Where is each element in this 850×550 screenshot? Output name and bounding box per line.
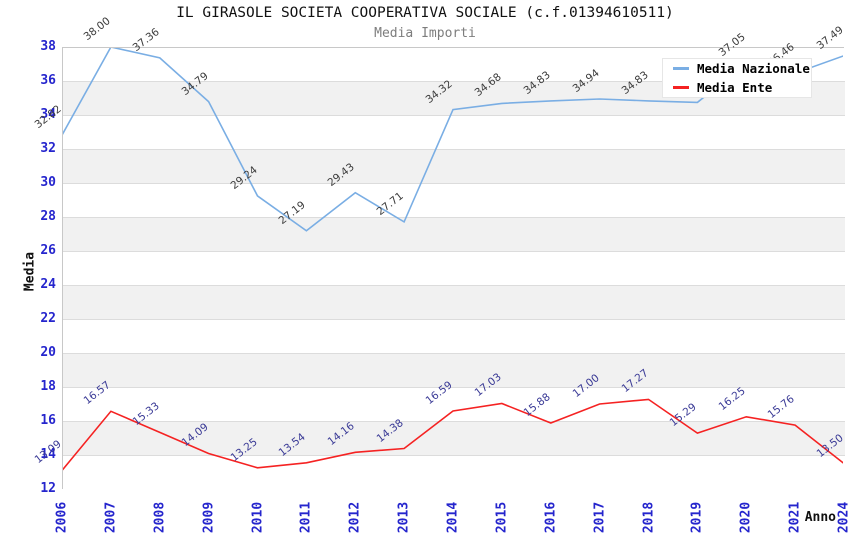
x-tick-label: 2013: [396, 501, 412, 534]
y-tick-label: 16: [40, 413, 56, 428]
x-tick-label: 2017: [592, 501, 608, 534]
y-tick-label: 30: [40, 175, 56, 190]
y-tick-label: 38: [40, 39, 56, 54]
gridline: [63, 183, 845, 184]
legend: Media Nazionale Media Ente: [662, 58, 812, 98]
x-tick-label: 2024: [836, 501, 850, 534]
legend-item-media-nazionale: Media Nazionale: [663, 61, 811, 77]
gridline: [63, 217, 845, 218]
chart-subtitle: Media Importi: [374, 26, 476, 41]
grid-band: [63, 388, 845, 422]
grid-band: [63, 116, 845, 150]
y-tick-label: 18: [40, 379, 56, 394]
line-media-ente: [63, 398, 843, 471]
x-tick-label: 2016: [543, 501, 559, 534]
gridline: [63, 387, 845, 388]
x-tick-label: 2011: [298, 501, 314, 534]
media-nazionale-line-swatch-icon: [673, 67, 689, 70]
gridline: [63, 149, 845, 150]
grid-band: [63, 150, 845, 184]
grid-band: [63, 184, 845, 218]
y-tick-label: 20: [40, 345, 56, 360]
gridline: [63, 455, 845, 456]
y-tick-label: 32: [40, 141, 56, 156]
gridline: [63, 115, 845, 116]
y-tick-label: 26: [40, 243, 56, 258]
legend-label: Media Nazionale: [697, 61, 810, 76]
x-tick-label: 2012: [347, 501, 363, 534]
x-tick-label: 2020: [738, 501, 754, 534]
legend-item-media-ente: Media Ente: [663, 80, 811, 96]
grid-band: [63, 354, 845, 388]
grid-band: [63, 218, 845, 252]
y-tick-label: 12: [40, 481, 56, 496]
y-tick-label: 24: [40, 277, 56, 292]
x-axis-title: Anno: [804, 510, 836, 525]
grid-band: [63, 320, 845, 354]
gridline: [63, 285, 845, 286]
media-ente-line-swatch-icon: [673, 86, 689, 89]
x-tick-label: 2010: [250, 501, 265, 534]
point-label: 13.09: [32, 438, 64, 467]
x-tick-label: 2018: [641, 501, 656, 534]
x-tick-label: 2015: [494, 501, 510, 534]
y-tick-label: 28: [40, 209, 56, 224]
gridline: [63, 353, 845, 354]
gridline: [63, 421, 845, 422]
chart-title: IL GIRASOLE SOCIETA COOPERATIVA SOCIALE …: [176, 5, 674, 21]
gridline: [63, 251, 845, 252]
y-tick-label: 34: [40, 107, 56, 122]
plot-area: [62, 47, 845, 490]
x-tick-label: 2009: [201, 501, 217, 534]
legend-label: Media Ente: [697, 80, 773, 95]
x-tick-label: 2006: [54, 501, 70, 534]
grid-band: [63, 456, 845, 490]
gridline: [63, 81, 845, 82]
x-tick-label: 2008: [152, 501, 168, 534]
grid-band: [63, 252, 845, 286]
y-tick-label: 14: [40, 447, 56, 462]
x-tick-label: 2019: [689, 501, 705, 534]
grid-band: [63, 286, 845, 320]
line-series-canvas: [63, 48, 843, 471]
x-tick-label: 2014: [445, 501, 461, 534]
y-tick-label: 22: [40, 311, 56, 326]
x-tick-label: 2007: [103, 501, 119, 534]
gridline: [63, 319, 845, 320]
y-tick-label: 36: [40, 73, 56, 88]
